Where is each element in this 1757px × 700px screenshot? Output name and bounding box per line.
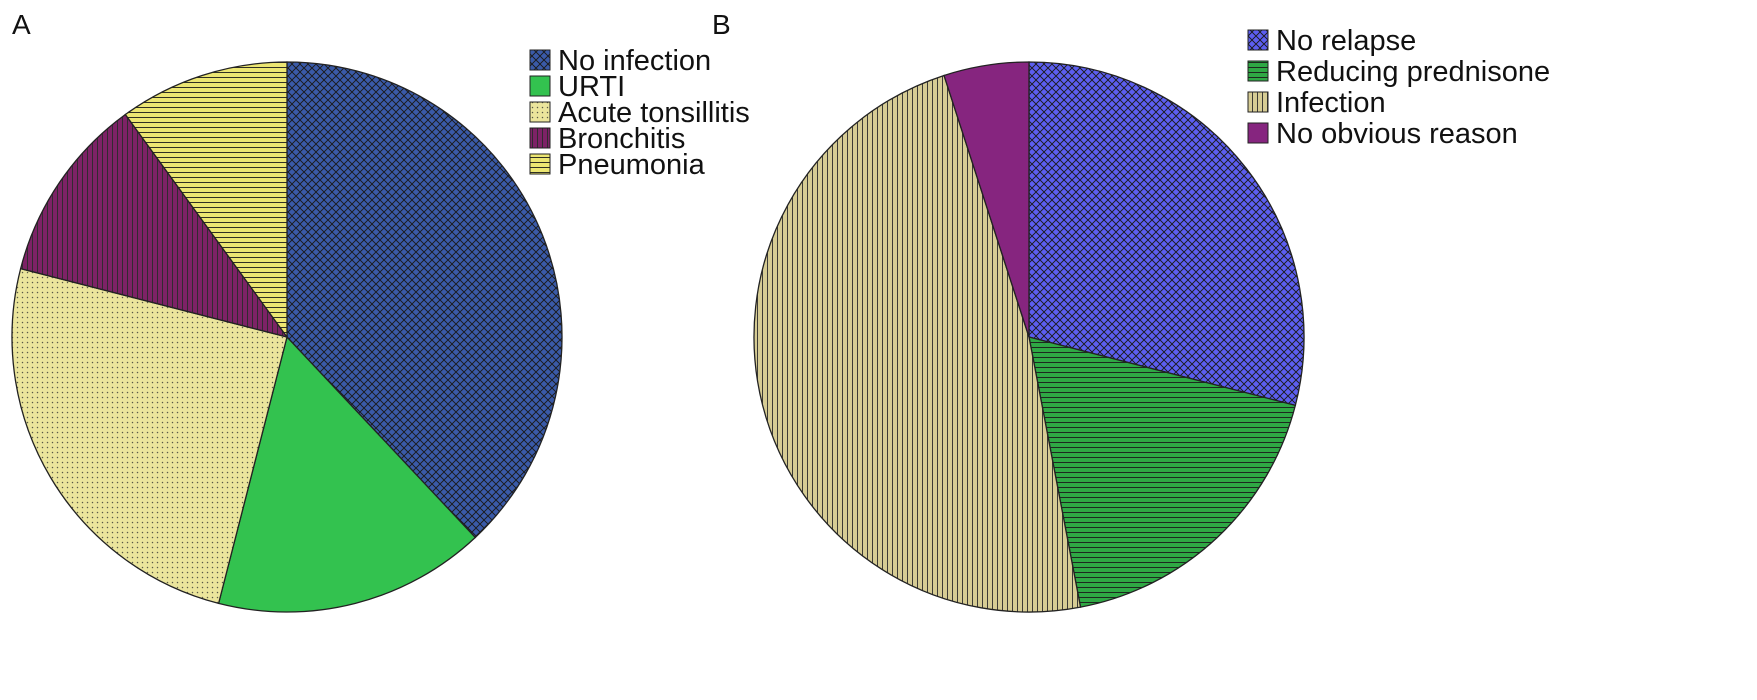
pie-b-slice-no-relapse	[1028, 61, 1305, 407]
pie-a-slice-bronchitis	[19, 113, 289, 339]
pie-a-slice-acute-tonsillitis	[11, 267, 288, 605]
legend-a-label-no-infection: No infection	[558, 45, 711, 77]
pie-b-slice-no-obvious-reason	[943, 61, 1030, 338]
pie-b-slice-reducing-prednisone	[1028, 336, 1297, 608]
legend-b-swatch-infection	[1247, 91, 1269, 113]
legend-a-label-pneumonia: Pneumonia	[558, 149, 706, 181]
legend-b-label-no-obvious-reason: No obvious reason	[1276, 118, 1518, 150]
pie-a-slice-urti	[217, 335, 477, 613]
legend-b-label-no-relapse: No relapse	[1276, 25, 1416, 57]
legend-a-label-acute-tonsillitis: Acute tonsillitis	[558, 97, 750, 129]
legend-b-swatch-no-relapse	[1247, 29, 1269, 51]
legend-b-label-reducing-prednisone: Reducing prednisone	[1276, 56, 1550, 88]
legend-a-swatch-acute-tonsillitis	[529, 101, 551, 123]
legend-a-swatch-bronchitis	[529, 127, 551, 149]
legend-a-label-urti: URTI	[558, 71, 625, 103]
pie-b-slices	[753, 61, 1305, 613]
legend-b-label-infection: Infection	[1276, 87, 1386, 119]
pie-a-slice-pneumonia	[124, 61, 288, 340]
legend-b-swatch-no-obvious-reason	[1247, 122, 1269, 144]
legend-a-label-bronchitis: Bronchitis	[558, 123, 685, 155]
pie-b-slice-infection	[753, 74, 1082, 613]
panel-label-b: B	[712, 9, 731, 40]
legend-b-swatch-reducing-prednisone	[1247, 60, 1269, 82]
legend-a-swatch-no-infection	[529, 49, 551, 71]
pie-a-slices	[11, 61, 563, 613]
panel-label-a: A	[12, 9, 31, 40]
legend-a-swatch-pneumonia	[529, 153, 551, 175]
legend-a-swatch-urti	[529, 75, 551, 97]
pie-a-slice-no-infection	[286, 61, 563, 539]
